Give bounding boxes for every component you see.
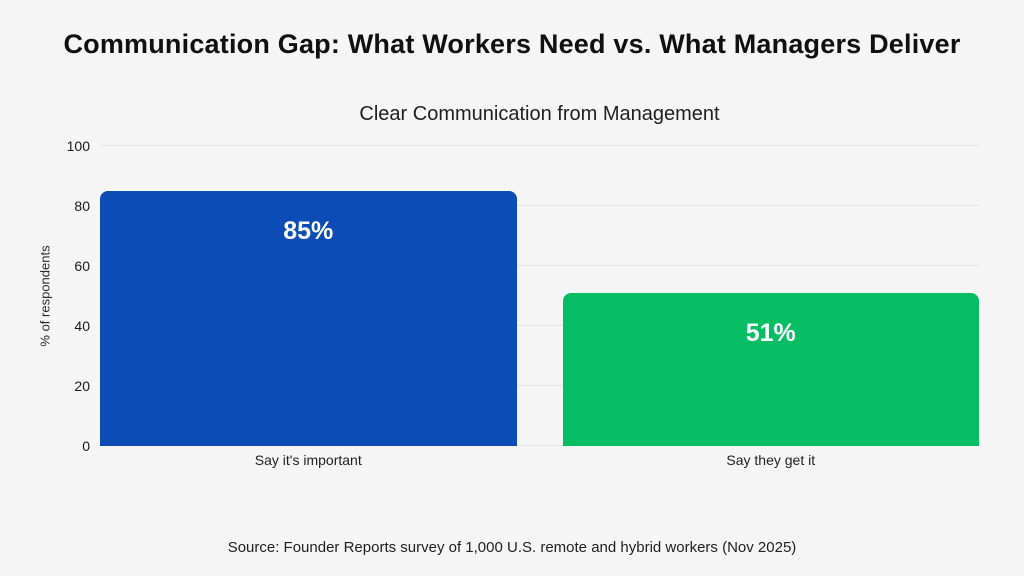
y-axis-tick-label: 80 [74, 198, 90, 214]
gridline [100, 205, 979, 206]
bar-say-it-s-important: 85% [100, 191, 517, 446]
y-axis-tick-label: 100 [66, 138, 90, 154]
gridline [100, 265, 979, 266]
gridline [100, 325, 979, 326]
bar-value-label: 85% [283, 217, 334, 245]
y-axis-tick-label: 20 [74, 378, 90, 394]
plot-area: 85% 51% [100, 145, 979, 446]
gridline [100, 385, 979, 386]
gridline [100, 145, 979, 146]
y-axis-tick-label: 60 [74, 258, 90, 274]
bar-say-they-get-it: 51% [562, 293, 979, 446]
bar-value-label: 51% [745, 319, 796, 347]
page-title: Communication Gap: What Workers Need vs.… [63, 29, 961, 59]
gridline [100, 445, 979, 446]
x-axis-category-label: Say they get it [726, 452, 816, 468]
y-axis-tick-label: 0 [82, 438, 90, 454]
chart-title: Clear Communication from Management [359, 103, 720, 125]
y-axis-tick-label: 40 [74, 318, 90, 334]
source-note: Source: Founder Reports survey of 1,000 … [227, 539, 797, 556]
x-axis-category-label: Say it's important [254, 452, 362, 468]
